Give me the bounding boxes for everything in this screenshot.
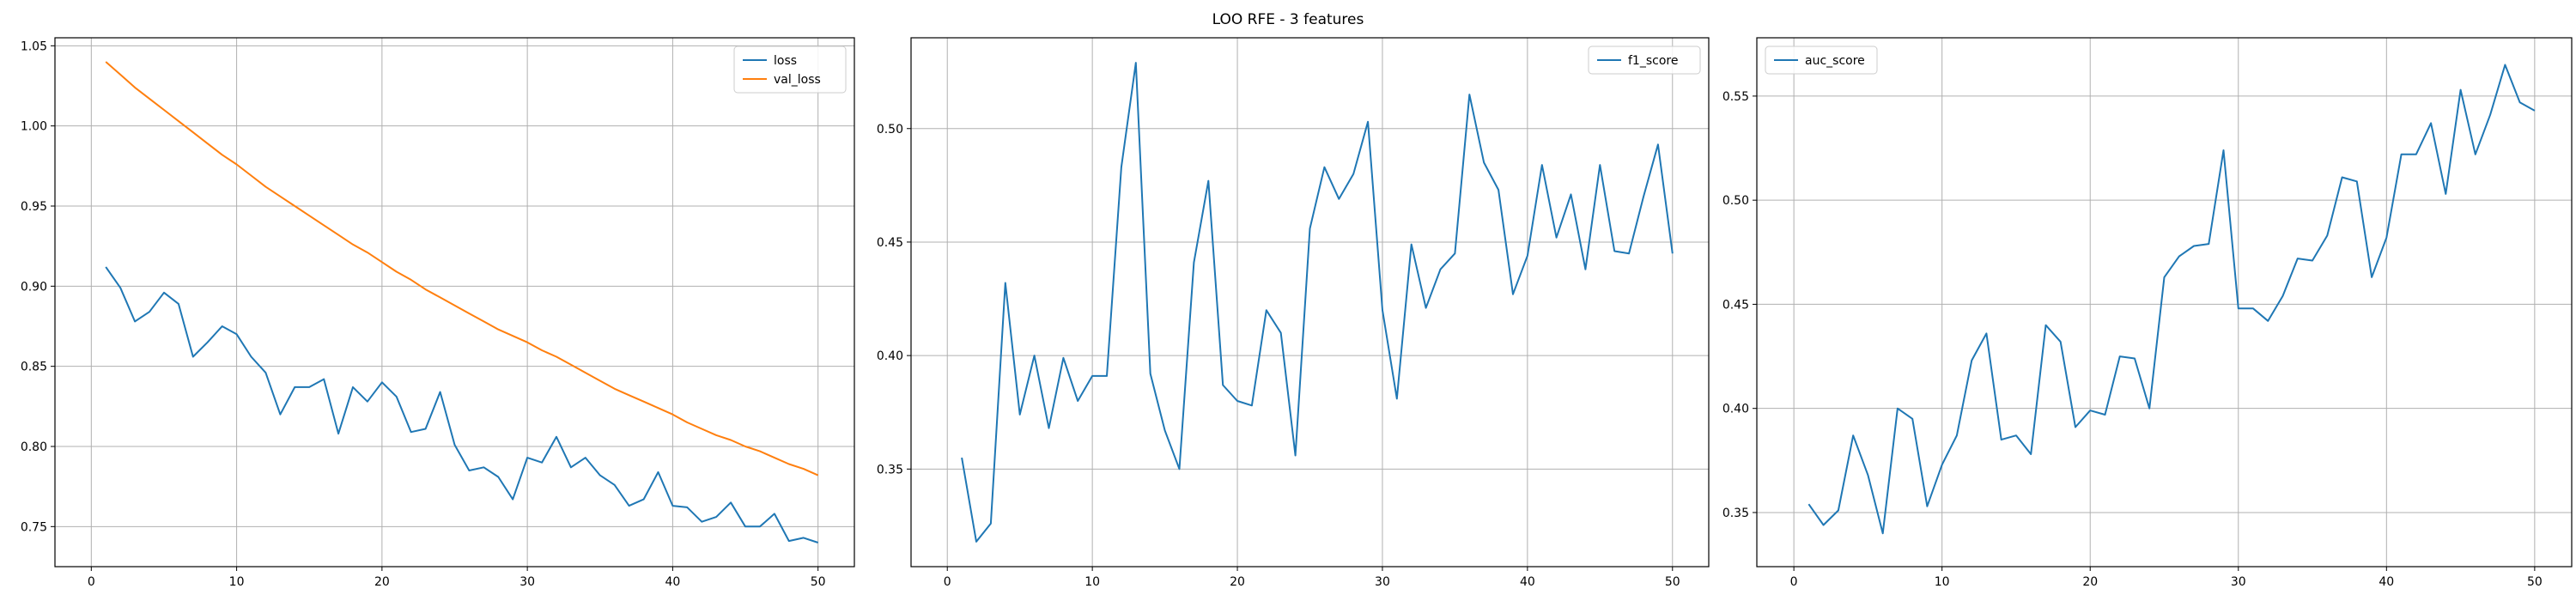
x-tick-label: 30 — [519, 575, 535, 589]
series-line-auc-score — [1807, 64, 2536, 535]
legend-box — [1588, 46, 1701, 75]
x-tick-label: 50 — [811, 575, 826, 589]
y-tick-label: 0.40 — [1722, 403, 1749, 416]
series-line-f1-score — [961, 62, 1674, 543]
y-tick-label: 0.40 — [877, 349, 903, 363]
legend-box — [733, 46, 847, 94]
y-tick-label: 0.35 — [1722, 507, 1749, 520]
axes-frame — [54, 37, 855, 568]
y-tick-label: 0.85 — [21, 361, 47, 374]
figure-title: LOO RFE - 3 features — [1212, 11, 1364, 28]
x-tick-label: 0 — [944, 575, 951, 589]
y-tick-label: 1.00 — [21, 120, 47, 134]
y-tick-label: 0.50 — [877, 123, 903, 137]
y-tick-label: 0.90 — [21, 280, 47, 294]
legend-label: val_loss — [774, 73, 821, 87]
auc-score-panel: 0 10 20 30 40 50 0.35 0.40 0.45 0.50 0.55 auc_score — [1722, 37, 2573, 589]
x-tick-label: 40 — [1520, 575, 1535, 589]
legend-label: f1_score — [1628, 54, 1678, 68]
axes-frame — [910, 37, 1710, 568]
x-tick-label: 20 — [374, 575, 390, 589]
y-tick-label: 0.35 — [877, 463, 903, 477]
x-tick-label: 10 — [229, 575, 245, 589]
y-tick-label: 0.50 — [1722, 194, 1749, 208]
y-tick-label: 0.45 — [1722, 298, 1749, 312]
x-tick-label: 20 — [1230, 575, 1245, 589]
legend-label: loss — [774, 54, 797, 68]
legend-label: auc_score — [1805, 54, 1865, 68]
x-tick-label: 0 — [1790, 575, 1798, 589]
y-tick-label: 0.75 — [21, 520, 47, 534]
x-tick-label: 40 — [2379, 575, 2394, 589]
x-tick-label: 50 — [1665, 575, 1680, 589]
y-tick-label: 0.45 — [877, 236, 903, 250]
y-tick-label: 0.55 — [1722, 90, 1749, 104]
y-tick-label: 1.05 — [21, 39, 47, 53]
x-tick-label: 30 — [2231, 575, 2246, 589]
x-tick-label: 50 — [2527, 575, 2543, 589]
x-tick-label: 10 — [1935, 575, 1950, 589]
f1-score-panel: 0 10 20 30 40 50 0.35 0.40 0.45 0.50 f1_score — [877, 37, 1710, 589]
x-tick-label: 10 — [1084, 575, 1100, 589]
loss-panel: 0 10 20 30 40 50 0.75 0.80 0.85 0.90 0.95 1.00 1.05 l… — [21, 37, 855, 589]
series-line-val-loss — [105, 61, 819, 477]
legend-box — [1765, 46, 1878, 75]
series-line-loss — [105, 266, 819, 543]
x-tick-label: 20 — [2082, 575, 2098, 589]
y-tick-label: 0.95 — [21, 200, 47, 214]
axes-frame — [1756, 37, 2573, 568]
y-tick-label: 0.80 — [21, 440, 47, 454]
x-tick-label: 0 — [88, 575, 95, 589]
x-tick-label: 40 — [665, 575, 680, 589]
x-tick-label: 30 — [1375, 575, 1390, 589]
